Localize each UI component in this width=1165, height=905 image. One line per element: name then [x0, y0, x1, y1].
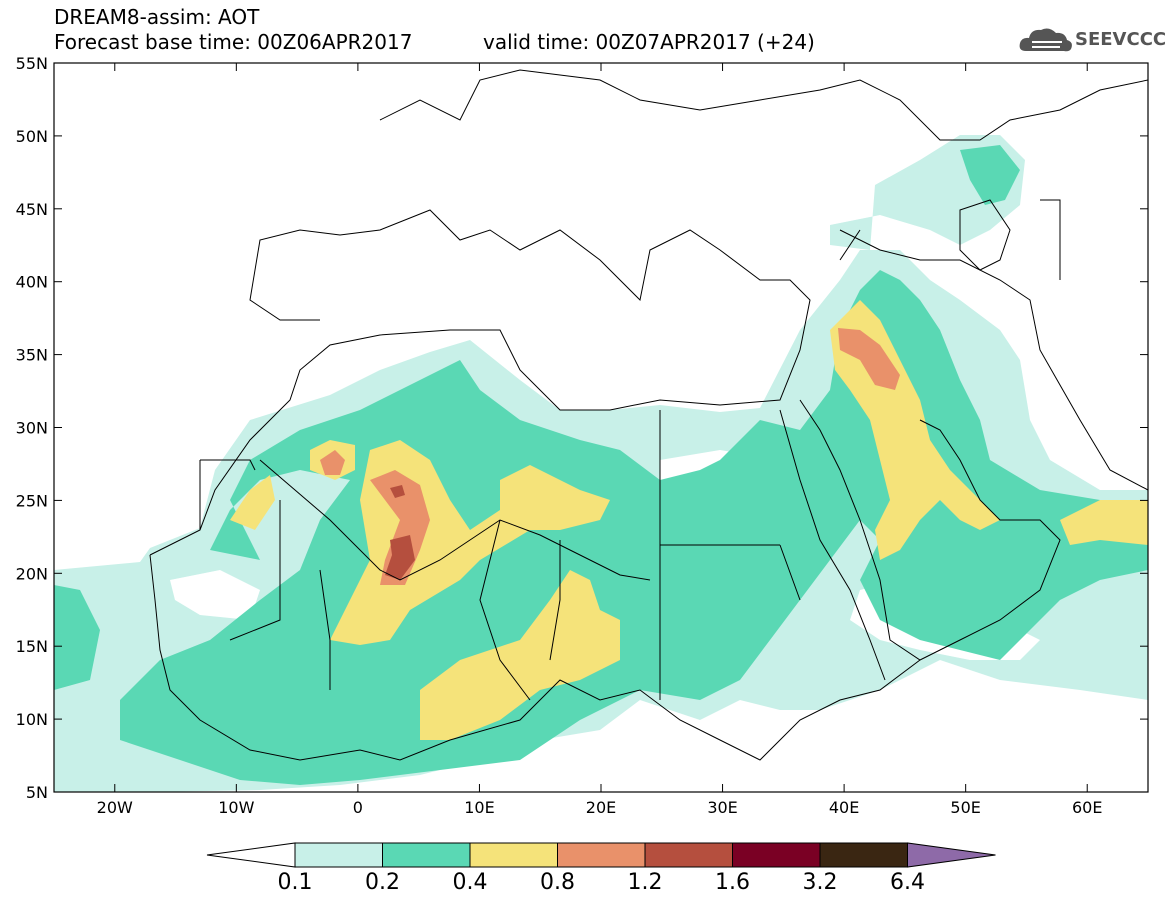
- colorbar-label: 1.6: [715, 870, 750, 895]
- lon-axis: 20W 10W 0 10E 20E 30E 40E 50E 60E: [97, 63, 1102, 817]
- lat-label: 5N: [26, 783, 48, 802]
- lat-label: 45N: [16, 200, 48, 219]
- lat-label: 40N: [16, 273, 48, 292]
- lat-label: 10N: [16, 710, 48, 729]
- logo-text: SEEVCCC: [1075, 29, 1165, 50]
- colorbar-segment: [732, 842, 821, 868]
- colorbar-segment: [294, 842, 383, 868]
- colorbar-label: 6.4: [890, 870, 925, 895]
- lat-label: 25N: [16, 491, 48, 510]
- lat-axis: 55N 50N 45N 40N 35N 30N 25N 20N 15N 10N 5N: [16, 54, 1148, 802]
- aot-field-1.2: [385, 535, 415, 580]
- lat-label: 35N: [16, 346, 48, 365]
- map-title: DREAM8-assim: AOT: [54, 5, 260, 29]
- lon-label: 30E: [707, 798, 737, 817]
- lat-label: 50N: [16, 127, 48, 146]
- colorbar: [206, 842, 996, 868]
- lat-label: 30N: [16, 419, 48, 438]
- colorbar-label: 0.4: [452, 870, 488, 895]
- lon-label: 50E: [950, 798, 980, 817]
- lon-label: 20W: [97, 798, 133, 817]
- colorbar-label: 1.2: [627, 870, 663, 895]
- colorbar-segment: [382, 842, 471, 868]
- colorbar-segment: [469, 842, 558, 868]
- lon-label: 10E: [464, 798, 494, 817]
- lon-label: 20E: [586, 798, 616, 817]
- coastlines: [149, 69, 1148, 761]
- lon-label: 60E: [1072, 798, 1102, 817]
- colorbar-max-arrow: [907, 842, 996, 868]
- aot-fields: [54, 135, 1148, 792]
- colorbar-segment: [557, 842, 646, 868]
- colorbar-label: 0.1: [277, 870, 313, 895]
- lat-label: 15N: [16, 637, 48, 656]
- lon-label: 0: [353, 798, 363, 817]
- valid-time-label: valid time: 00Z07APR2017 (+24): [483, 30, 815, 54]
- colorbar-label: 0.2: [365, 870, 400, 895]
- cloud-icon: [1019, 28, 1072, 52]
- lon-label: 40E: [829, 798, 859, 817]
- colorbar-label: 0.8: [540, 870, 575, 895]
- seevccc-logo: SEEVCCC: [1018, 23, 1165, 57]
- lon-label: 10W: [218, 798, 254, 817]
- colorbar-segment: [644, 842, 733, 868]
- colorbar-label: 3.2: [802, 870, 838, 895]
- colorbar-min-arrow: [206, 842, 296, 868]
- colorbar-segment: [819, 842, 908, 868]
- base-time-label: Forecast base time: 00Z06APR2017: [54, 30, 413, 54]
- lat-label: 20N: [16, 564, 48, 583]
- aot-field-0.8: [370, 470, 430, 585]
- lat-label: 55N: [16, 54, 48, 73]
